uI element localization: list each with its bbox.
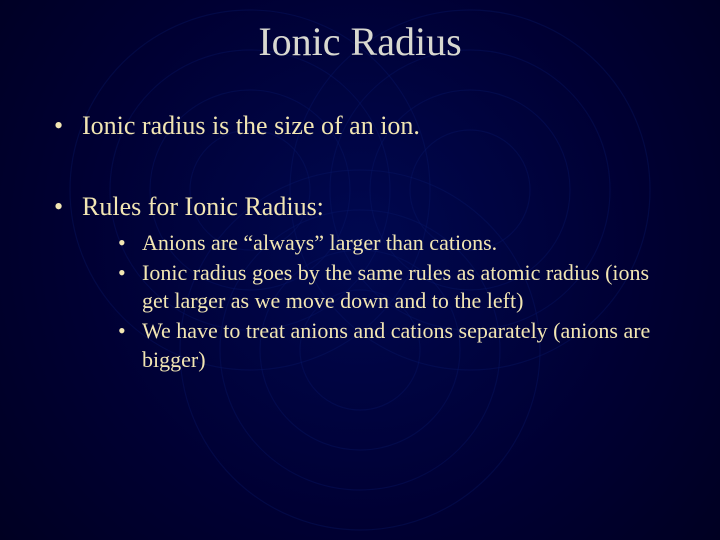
slide-body: Ionic radius is the size of an ion. Rule…: [50, 110, 680, 376]
bullet-level2: Ionic radius goes by the same rules as a…: [116, 259, 680, 315]
bullet-level1: Rules for Ionic Radius: Anions are “alwa…: [50, 191, 680, 374]
bullet-text: Ionic radius goes by the same rules as a…: [142, 260, 649, 313]
slide: Ionic Radius Ionic radius is the size of…: [0, 0, 720, 540]
bullet-text: Rules for Ionic Radius:: [82, 192, 324, 221]
bullet-text: Ionic radius is the size of an ion.: [82, 111, 420, 140]
bullet-level2: We have to treat anions and cations sepa…: [116, 317, 680, 373]
bullet-level1: Ionic radius is the size of an ion.: [50, 110, 680, 143]
sub-bullet-group: Anions are “always” larger than cations.…: [116, 229, 680, 374]
slide-title: Ionic Radius: [0, 18, 720, 65]
bullet-text: We have to treat anions and cations sepa…: [142, 318, 650, 371]
bullet-level2: Anions are “always” larger than cations.: [116, 229, 680, 257]
bullet-text: Anions are “always” larger than cations.: [142, 230, 497, 255]
